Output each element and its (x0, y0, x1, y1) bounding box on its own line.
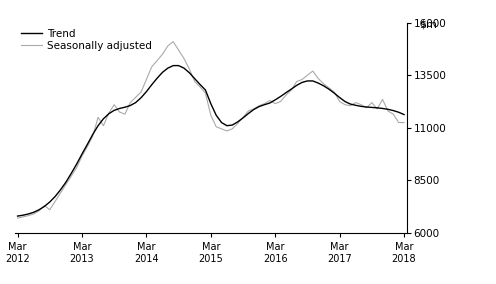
Legend: Trend, Seasonally adjusted: Trend, Seasonally adjusted (20, 28, 153, 52)
Text: $m: $m (419, 20, 437, 30)
